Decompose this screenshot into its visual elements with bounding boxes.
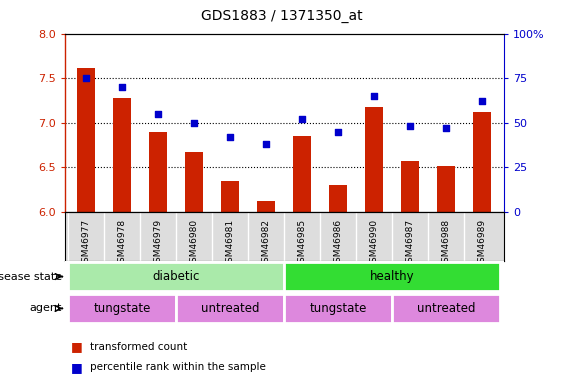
Point (478, 99, 487, 105)
Text: percentile rank within the sample: percentile rank within the sample (90, 363, 266, 372)
Bar (221, 181, 239, 212)
Text: GSM46978: GSM46978 (118, 219, 127, 268)
Text: GSM46980: GSM46980 (190, 219, 199, 268)
Text: agent: agent (29, 303, 62, 313)
Point (262, 141, 271, 147)
Bar (437, 166, 455, 212)
Point (334, 129, 343, 135)
Point (118, 84, 127, 90)
Point (82, 75, 91, 81)
Point (226, 134, 235, 140)
Text: GSM46977: GSM46977 (82, 219, 91, 268)
Bar (113, 98, 131, 212)
Text: ■: ■ (70, 340, 82, 353)
Point (154, 111, 163, 117)
Text: untreated: untreated (201, 302, 260, 315)
Text: GSM46981: GSM46981 (226, 219, 235, 268)
Bar (473, 112, 491, 212)
Text: tungstate: tungstate (93, 302, 151, 315)
Bar (365, 107, 383, 212)
Bar (284, 294, 392, 323)
Point (442, 125, 451, 131)
Bar (176, 294, 284, 323)
Point (406, 123, 415, 129)
Bar (284, 262, 501, 291)
Text: GSM46982: GSM46982 (262, 219, 271, 268)
Bar (77, 68, 95, 212)
Bar (401, 161, 419, 212)
Text: GSM46986: GSM46986 (334, 219, 343, 268)
Bar (68, 262, 284, 291)
Text: untreated: untreated (417, 302, 476, 315)
Bar (392, 294, 501, 323)
Text: GSM46985: GSM46985 (298, 219, 307, 268)
Bar (185, 152, 203, 212)
Point (298, 116, 307, 122)
Text: tungstate: tungstate (310, 302, 367, 315)
Text: GDS1883 / 1371350_at: GDS1883 / 1371350_at (200, 9, 363, 23)
Text: transformed count: transformed count (90, 342, 187, 352)
Point (190, 120, 199, 126)
Text: diabetic: diabetic (153, 270, 200, 283)
Bar (293, 136, 311, 212)
Text: disease state: disease state (0, 272, 62, 282)
Bar (329, 185, 347, 212)
Bar (68, 294, 176, 323)
Text: GSM46979: GSM46979 (154, 219, 163, 268)
Text: healthy: healthy (370, 270, 414, 283)
Text: GSM46987: GSM46987 (406, 219, 415, 268)
Text: GSM46988: GSM46988 (442, 219, 451, 268)
Bar (149, 132, 167, 212)
Text: GSM46989: GSM46989 (478, 219, 487, 268)
Text: ■: ■ (70, 361, 82, 374)
Text: GSM46990: GSM46990 (370, 219, 379, 268)
Bar (257, 201, 275, 212)
Point (370, 93, 379, 99)
